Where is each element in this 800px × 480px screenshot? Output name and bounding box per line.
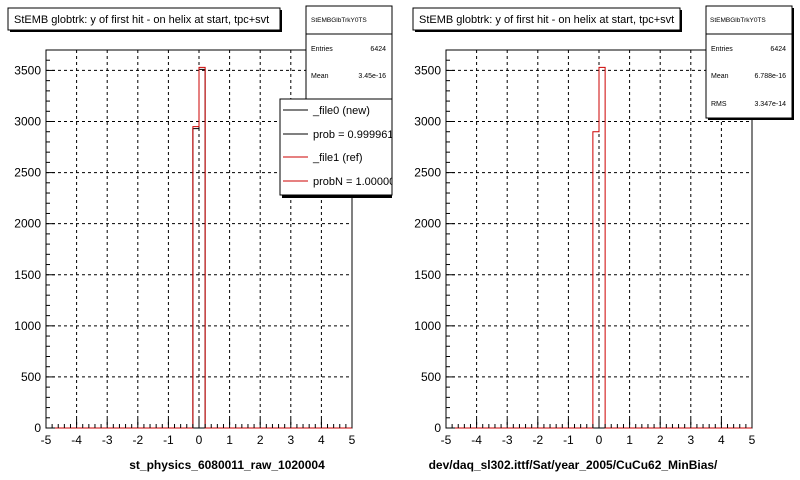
left-y-tick-label: 500 — [21, 370, 41, 384]
left-legend: _file0 (new) prob = 0.999961 _file1 (ref… — [279, 98, 401, 198]
left-pad: 0 500 1000 1500 2000 2500 3000 3500 -5 -4 -3 -2 -1 0… — [7, 5, 401, 472]
right-x-tick-label: -1 — [563, 433, 574, 447]
left-x-tick-label: -1 — [163, 433, 174, 447]
left-stats-box — [305, 5, 393, 103]
right-stats-entries-label: Entries — [711, 46, 733, 53]
right-x-tick-label: -5 — [441, 433, 452, 447]
left-x-axis: -5 -4 -3 -2 -1 0 1 2 3 4 5 — [41, 419, 356, 447]
legend-entry-probn: probN = 1.000000 — [313, 176, 401, 188]
left-stats-mean-value: 3.45e-16 — [358, 73, 386, 80]
right-y-tick-label: 2500 — [414, 166, 441, 180]
left-histograms — [46, 66, 352, 429]
right-series-0-line — [446, 66, 752, 429]
right-x-tick-label: -2 — [532, 433, 543, 447]
legend-entry-file0: _file0 (new) — [312, 105, 370, 117]
left-y-tick-label: 1500 — [14, 268, 41, 282]
legend-entry-file1: _file1 (ref) — [312, 152, 363, 164]
left-stats-mean-label: Mean — [311, 73, 329, 80]
right-x-axis: -5 -4 -3 -2 -1 0 1 2 3 4 5 — [441, 419, 756, 447]
left-stats-entries-label: Entries — [311, 46, 333, 53]
left-x-tick-label: 5 — [349, 433, 356, 447]
right-stats-title: StEMBGlbTrkY0TS — [710, 17, 766, 24]
left-series-1-line — [46, 66, 352, 429]
left-x-tick-label: 3 — [287, 433, 294, 447]
right-x-tick-label: -3 — [502, 433, 513, 447]
left-y-tick-label: 3000 — [14, 115, 41, 129]
left-y-axis: 0 500 1000 1500 2000 2500 3000 3500 — [14, 49, 55, 435]
right-chart-title: StEMB globtrk: y of first hit - on helix… — [419, 14, 674, 26]
right-x-tick-label: 4 — [718, 433, 725, 447]
right-stats-entries-value: 6424 — [770, 46, 786, 53]
left-chart-title: StEMB globtrk: y of first hit - on helix… — [14, 14, 269, 26]
legend-entry-prob: prob = 0.999961 — [313, 129, 393, 141]
left-x-tick-label: -4 — [71, 433, 82, 447]
right-stats-mean-label: Mean — [711, 73, 729, 80]
right-stats-rms-label: RMS — [711, 101, 727, 108]
right-y-tick-label: 1000 — [414, 319, 441, 333]
right-stats-box — [705, 5, 793, 119]
right-x-tick-label: 5 — [749, 433, 756, 447]
right-y-tick-label: 3500 — [414, 63, 441, 77]
right-x-tick-label: 1 — [626, 433, 633, 447]
left-x-tick-label: 2 — [257, 433, 264, 447]
left-stats-title: StEMBGlbTrkY0TS — [311, 17, 367, 24]
left-y-tick-label: 0 — [34, 421, 41, 435]
right-y-tick-label: 0 — [434, 421, 441, 435]
right-y-tick-label: 2000 — [414, 217, 441, 231]
right-histograms — [446, 66, 752, 429]
right-x-axis-label: dev/daq_sl302.ittf/Sat/year_2005/CuCu62_… — [429, 458, 718, 472]
left-x-tick-label: 1 — [226, 433, 233, 447]
right-x-tick-label: 0 — [596, 433, 603, 447]
left-y-tick-label: 2000 — [14, 217, 41, 231]
right-x-tick-label: 2 — [657, 433, 664, 447]
right-y-tick-label: 3000 — [414, 115, 441, 129]
left-y-tick-label: 3500 — [14, 63, 41, 77]
left-x-tick-label: 4 — [318, 433, 325, 447]
right-y-tick-label: 1500 — [414, 268, 441, 282]
right-x-tick-label: 3 — [687, 433, 694, 447]
right-y-axis: 0 500 1000 1500 2000 2500 3000 3500 — [414, 49, 455, 435]
left-x-tick-label: -2 — [132, 433, 143, 447]
right-x-tick-label: -4 — [471, 433, 482, 447]
left-x-tick-label: 0 — [196, 433, 203, 447]
right-y-tick-label: 500 — [421, 370, 441, 384]
left-x-tick-label: -5 — [41, 433, 52, 447]
right-pad: 0 500 1000 1500 2000 2500 3000 3500 -5 -4 -3 -2 -1 0… — [412, 5, 794, 472]
left-stats-entries-value: 6424 — [370, 46, 386, 53]
right-stats-rms-value: 3.347e-14 — [754, 101, 786, 108]
left-x-axis-label: st_physics_6080011_raw_1020004 — [129, 458, 325, 472]
left-x-tick-label: -3 — [102, 433, 113, 447]
left-y-tick-label: 1000 — [14, 319, 41, 333]
right-stats-mean-value: 6.788e-16 — [754, 73, 786, 80]
left-y-tick-label: 2500 — [14, 166, 41, 180]
